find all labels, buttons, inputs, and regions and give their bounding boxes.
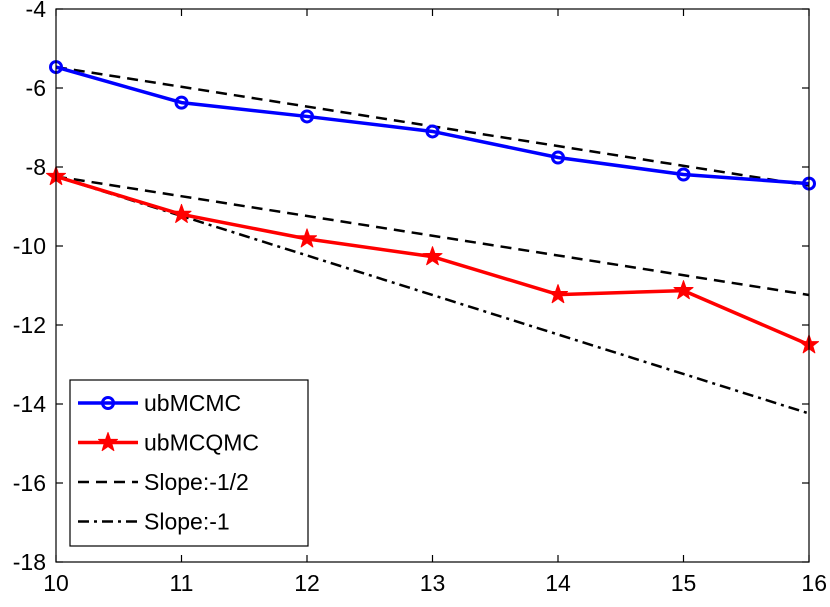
- y-tick-label--6: -6: [26, 75, 46, 101]
- y-tick-label--8: -8: [26, 154, 46, 180]
- legend: ubMCMC ubMCQMC Slope:-1/2 Slope:-1: [69, 379, 309, 547]
- legend-label-ubmcqmc: ubMCQMC: [144, 430, 259, 456]
- legend-marker-ubmcqmc: [97, 432, 119, 452]
- legend-label-ubmcmc: ubMCMC: [144, 390, 241, 416]
- data-point-ubmcmc-14: [551, 150, 565, 165]
- data-point-ubmcqmc-13: [422, 246, 443, 266]
- x-tick-label-11: 11: [170, 570, 194, 596]
- y-tick-label--14: -14: [13, 391, 46, 417]
- legend-label-slope-1: Slope:-1: [144, 509, 230, 535]
- x-tick-label-13: 13: [420, 570, 446, 596]
- axes-layer: 10 11 12 13 14 15 16 -18 -16 -14 -12 -10 -8 -6 -4: [13, 0, 827, 596]
- data-point-ubmcqmc-12: [296, 228, 318, 248]
- reference-line-slope-1-0: [55, 175, 810, 415]
- series-line-ubmcmc: [55, 65, 810, 186]
- reference-line-slope-1-2-1: [55, 175, 810, 297]
- x-tick-label-10: 10: [43, 570, 69, 596]
- data-point-ubmcqmc-15: [673, 280, 694, 300]
- series-layer: [45, 60, 820, 415]
- legend-marker-ubmcmc: [101, 396, 115, 410]
- data-point-ubmcmc-13: [425, 124, 440, 139]
- y-tick-label--16: -16: [13, 470, 46, 496]
- data-point-ubmcqmc-14: [547, 284, 569, 304]
- y-tick-label--4: -4: [26, 0, 47, 22]
- data-point-ubmcmc-15: [676, 167, 691, 182]
- x-tick-label-16: 16: [801, 570, 827, 596]
- x-tick-label-15: 15: [671, 570, 697, 596]
- legend-label-slope-1-2: Slope:-1/2: [144, 469, 249, 495]
- x-tick-label-12: 12: [294, 570, 320, 596]
- data-point-ubmcmc-12: [300, 109, 314, 124]
- data-point-ubmcqmc-11: [171, 203, 192, 223]
- x-tick-label-14: 14: [545, 570, 571, 596]
- y-tick-label--10: -10: [13, 233, 46, 259]
- data-point-ubmcmc-11: [174, 95, 189, 110]
- y-tick-label--12: -12: [13, 312, 46, 338]
- y-tick-label--18: -18: [13, 549, 46, 575]
